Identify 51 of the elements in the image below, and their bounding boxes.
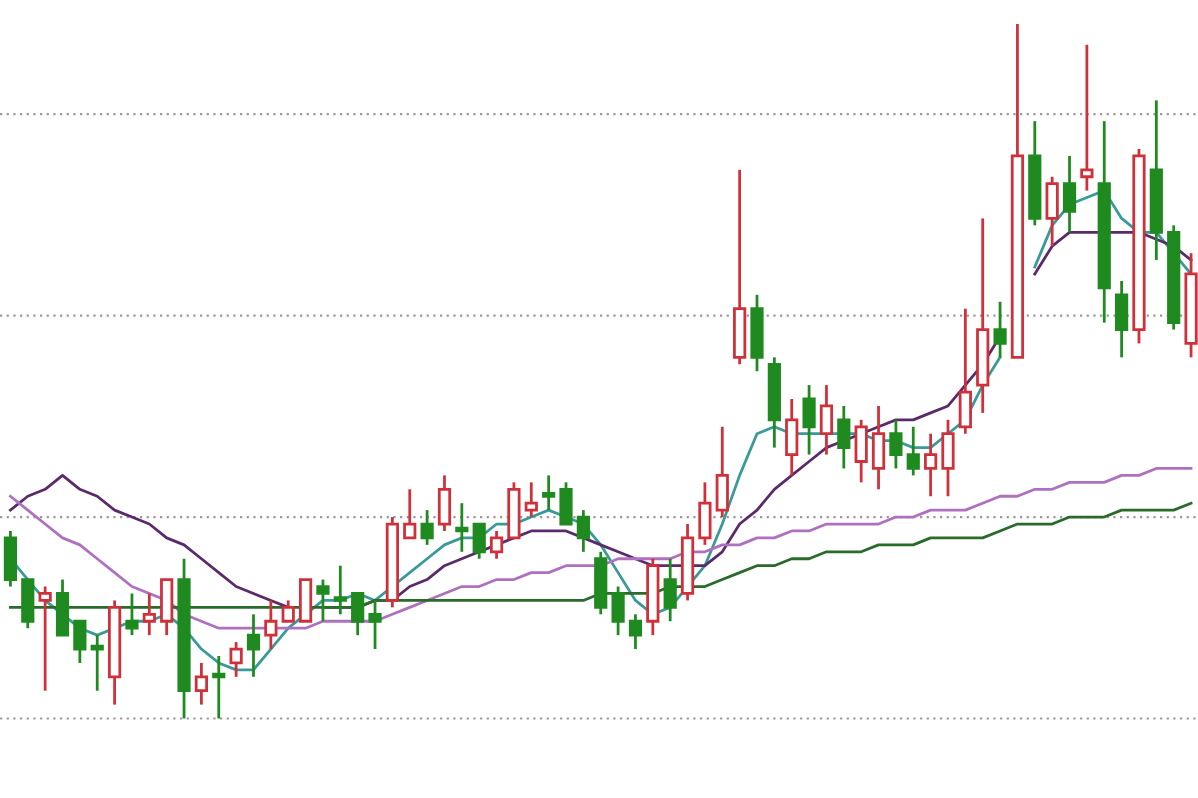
candlestick — [1115, 279, 1129, 359]
candlestick — [854, 418, 868, 484]
candlestick — [21, 578, 35, 630]
candlestick — [906, 425, 920, 477]
candlestick — [941, 418, 955, 498]
candlestick — [142, 592, 156, 637]
candlestick — [993, 300, 1007, 359]
candlestick — [368, 599, 382, 651]
candlestick — [819, 383, 834, 456]
candlestick — [785, 397, 799, 477]
candlestick — [125, 592, 139, 637]
candlestick — [871, 404, 886, 491]
candlestick — [958, 307, 972, 436]
candlestick — [298, 578, 313, 623]
candlestick — [38, 585, 52, 693]
candlestick — [420, 508, 434, 547]
candlestick — [924, 432, 938, 498]
candlestick — [559, 480, 573, 526]
candlestick — [489, 529, 504, 561]
candlestick — [889, 418, 903, 470]
candlestick — [281, 599, 295, 623]
candlestick — [194, 661, 208, 706]
candlestick — [3, 529, 18, 588]
candlestick — [229, 640, 243, 679]
candlestick — [351, 592, 365, 637]
candlestick — [160, 578, 174, 637]
candlestick — [437, 474, 452, 533]
candlestick — [1062, 154, 1077, 234]
candlestick — [455, 501, 469, 554]
candlestick — [802, 383, 816, 456]
candlestick — [333, 564, 347, 616]
candlestick — [715, 425, 729, 519]
candlestick — [472, 522, 486, 561]
candlestick — [55, 578, 70, 637]
candlestick — [663, 557, 677, 623]
candlestick — [542, 474, 556, 512]
candlestick — [212, 654, 226, 720]
candlestick — [90, 633, 104, 693]
candlestick — [628, 612, 643, 651]
candlestick — [1045, 175, 1059, 248]
candlestick — [1080, 43, 1094, 193]
candlestick — [576, 508, 590, 554]
candlestick — [403, 487, 417, 540]
candlestick — [73, 619, 87, 665]
candlestick — [524, 480, 538, 519]
candlestick — [316, 578, 330, 623]
candlestick — [611, 585, 625, 637]
candlestick — [246, 612, 261, 679]
candlestick — [698, 480, 712, 547]
candlestick — [837, 404, 851, 470]
candlestick — [264, 599, 278, 651]
